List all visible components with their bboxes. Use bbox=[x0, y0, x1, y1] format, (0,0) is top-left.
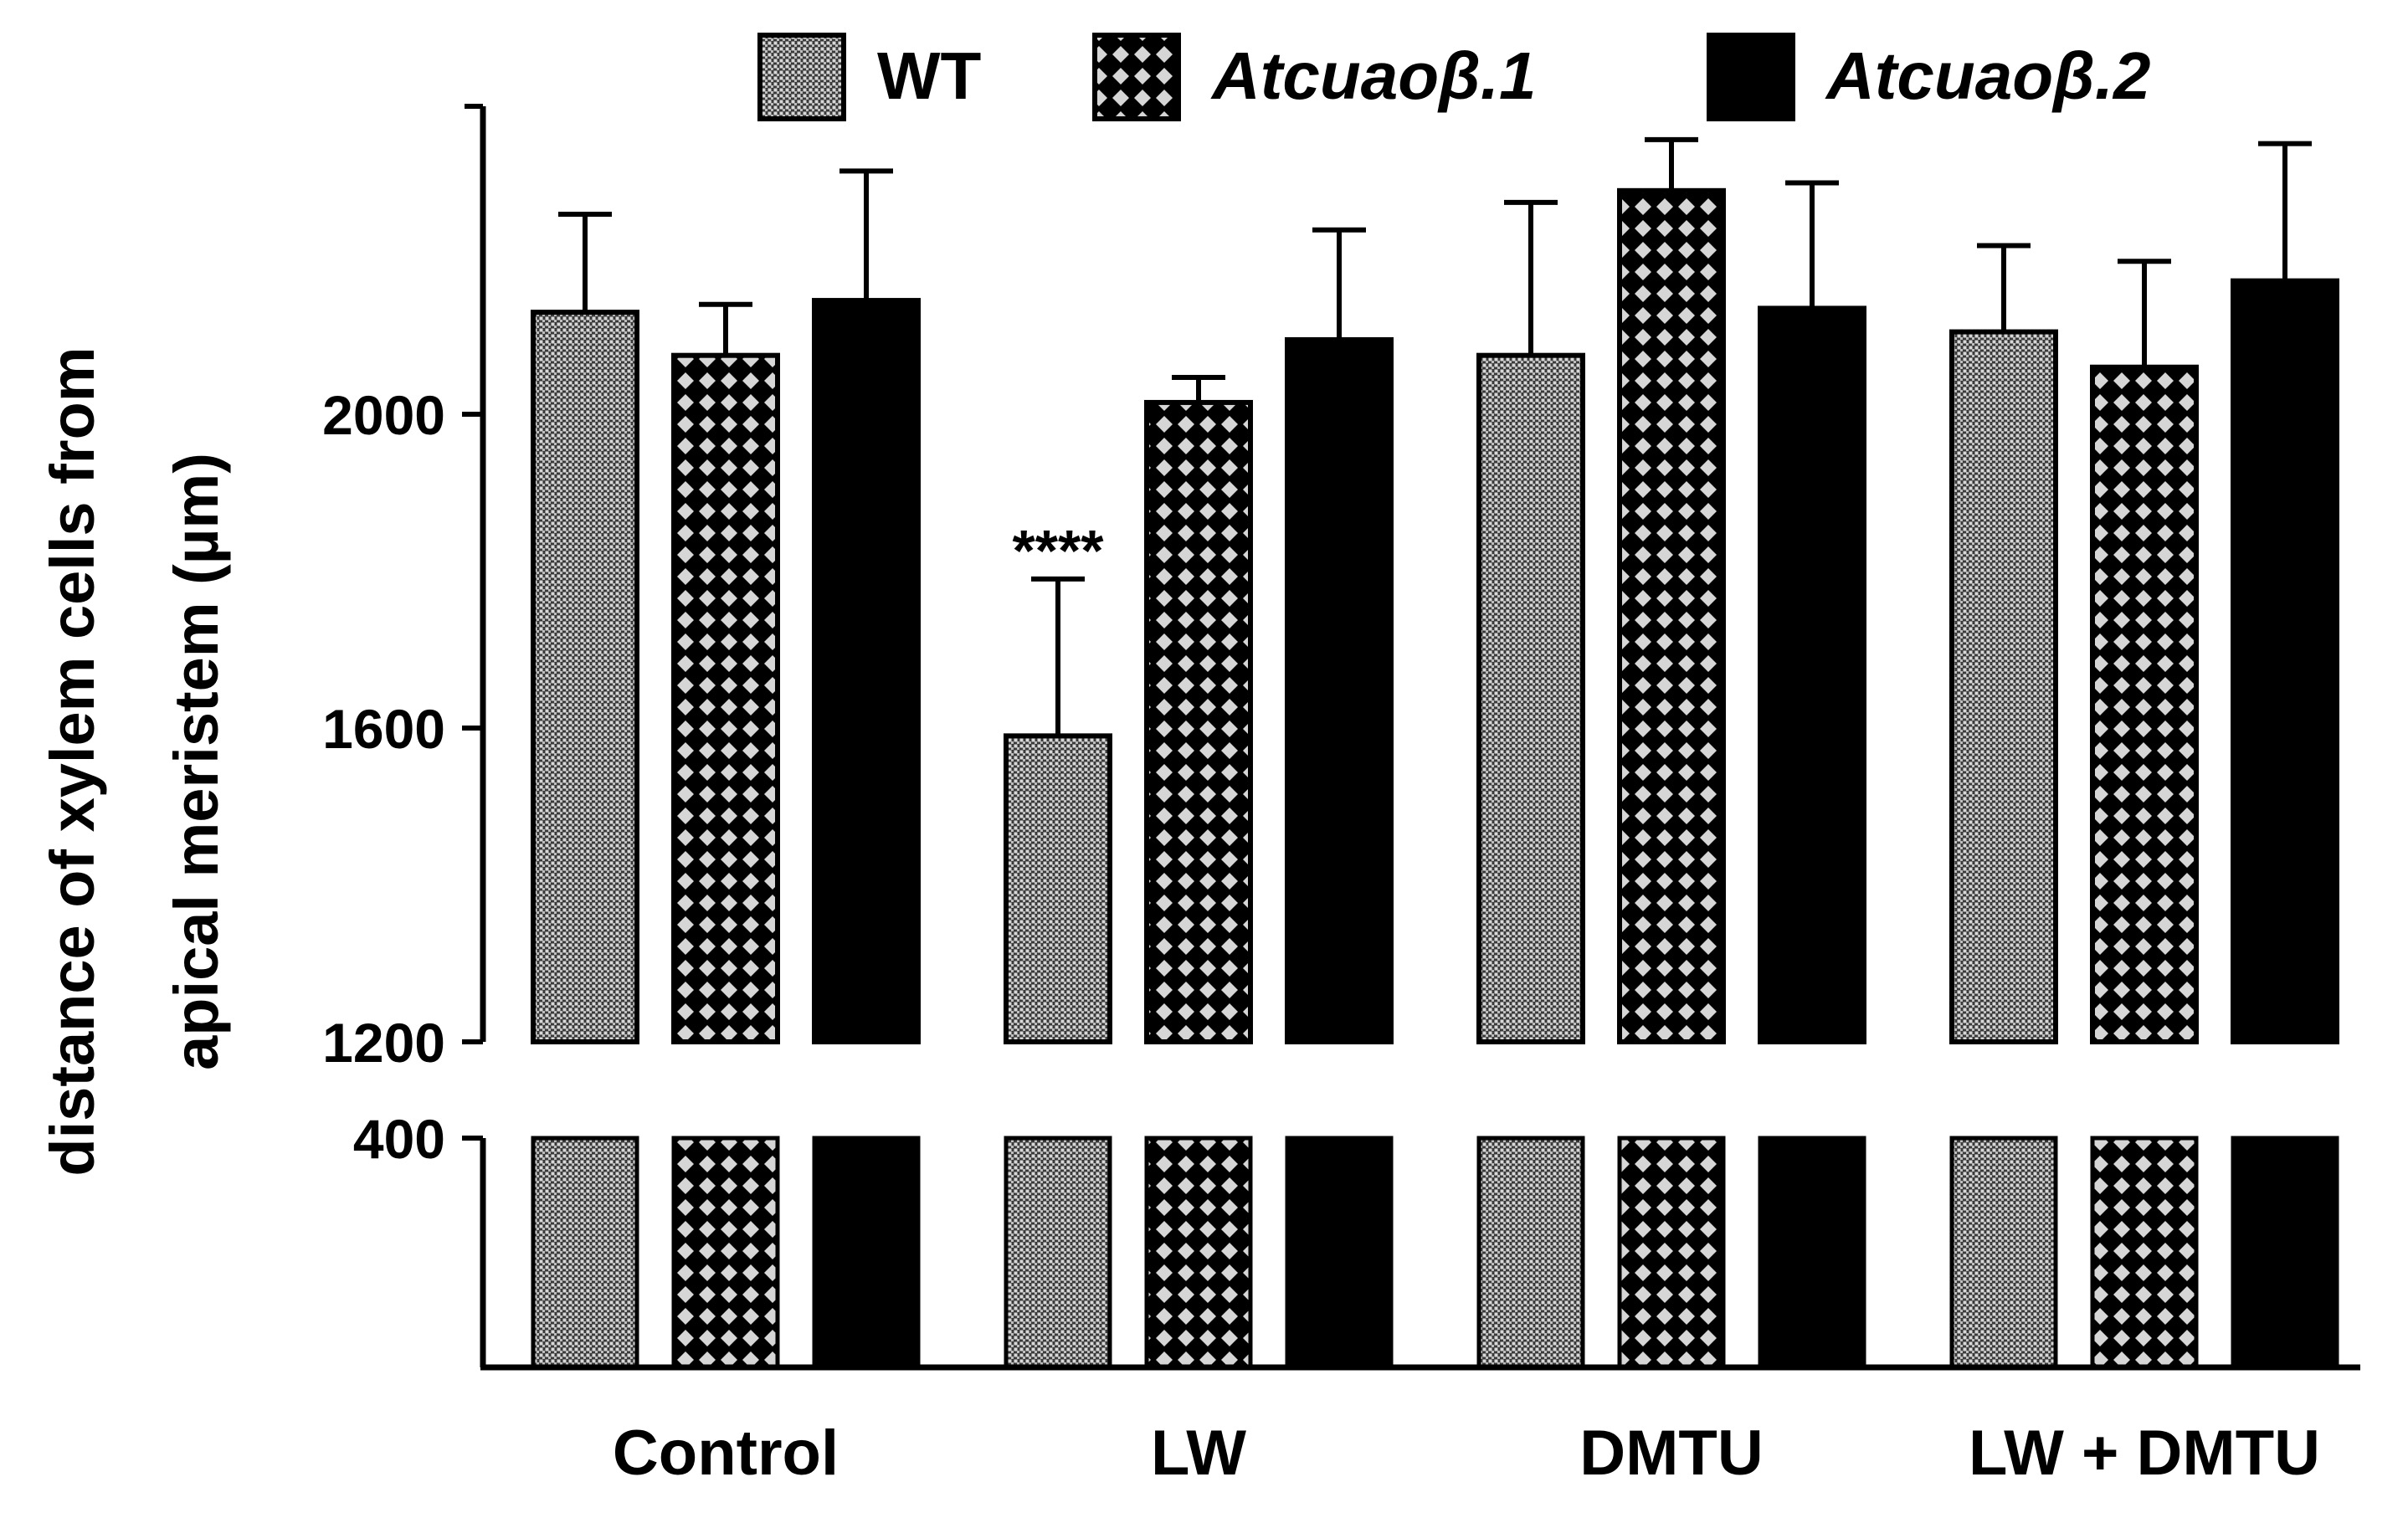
bar-atcuao2-lw-dmtu bbox=[2231, 278, 2339, 1044]
bar-lower-wt-control bbox=[531, 1136, 639, 1370]
x-tick-label-control: Control bbox=[613, 1418, 839, 1489]
bar-lower-atcuao1-lw-dmtu bbox=[2090, 1136, 2199, 1370]
bars bbox=[531, 187, 2339, 1370]
y-axis-label-line2: apical meristem (µm) bbox=[162, 453, 231, 1070]
y-tick-label-1200: 1200 bbox=[322, 1012, 445, 1074]
bar-lower-wt-lw-dmtu bbox=[1949, 1136, 2058, 1370]
bar-lower-atcuao2-control bbox=[812, 1136, 921, 1370]
legend-swatch-atcuao2 bbox=[1707, 33, 1795, 121]
bar-lower-atcuao2-lw-dmtu bbox=[2231, 1136, 2339, 1370]
error-bars bbox=[558, 136, 2312, 736]
bar-atcuao1-control bbox=[671, 352, 780, 1044]
bar-lower-atcuao2-lw bbox=[1285, 1136, 1394, 1370]
x-tick-label-lw: LW bbox=[1151, 1418, 1246, 1489]
y-ticks: 400 1200 1600 2000 bbox=[322, 384, 483, 1170]
legend-label-atcuao2: Atcuaoβ.2 bbox=[1825, 38, 2151, 113]
y-tick-label-2000: 2000 bbox=[322, 384, 445, 446]
y-axis-label-line1: distance of xylem cells from bbox=[38, 346, 107, 1176]
legend: WT Atcuaoβ.1 Atcuaoβ.2 bbox=[757, 33, 2151, 121]
bar-atcuao1-dmtu bbox=[1617, 187, 1726, 1044]
bar-wt-control bbox=[531, 310, 639, 1044]
bar-atcuao2-control bbox=[812, 298, 921, 1044]
y-axis-label: distance of xylem cells from apical meri… bbox=[38, 346, 231, 1176]
x-tick-labels: Control LW DMTU LW + DMTU bbox=[613, 1418, 2320, 1489]
legend-swatch-atcuao1 bbox=[1092, 33, 1181, 121]
bar-lower-atcuao1-dmtu bbox=[1617, 1136, 1726, 1370]
bar-lower-atcuao1-control bbox=[671, 1136, 780, 1370]
bar-wt-lw-dmtu bbox=[1949, 329, 2058, 1044]
y-tick-label-1600: 1600 bbox=[322, 698, 445, 760]
bar-lower-atcuao1-lw bbox=[1144, 1136, 1253, 1370]
annotations: **** bbox=[1013, 518, 1105, 583]
legend-label-atcuao1: Atcuaoβ.1 bbox=[1210, 38, 1537, 113]
bar-atcuao2-dmtu bbox=[1758, 305, 1866, 1044]
bar-lower-atcuao2-dmtu bbox=[1758, 1136, 1866, 1370]
bar-lower-wt-dmtu bbox=[1476, 1136, 1585, 1370]
bar-atcuao1-lw bbox=[1144, 399, 1253, 1044]
x-tick-label-dmtu: DMTU bbox=[1579, 1418, 1764, 1489]
bar-atcuao2-lw bbox=[1285, 336, 1394, 1044]
legend-label-wt: WT bbox=[877, 38, 982, 113]
bar-wt-lw bbox=[1004, 733, 1112, 1044]
x-tick-label-lw-dmtu: LW + DMTU bbox=[1969, 1418, 2320, 1489]
axes bbox=[465, 104, 2360, 1371]
bar-wt-dmtu bbox=[1476, 352, 1585, 1044]
significance-marker: **** bbox=[1013, 518, 1105, 583]
bar-atcuao1-lw-dmtu bbox=[2090, 364, 2199, 1044]
y-tick-label-400: 400 bbox=[353, 1108, 445, 1170]
legend-swatch-wt bbox=[757, 33, 846, 121]
bar-lower-wt-lw bbox=[1004, 1136, 1112, 1370]
